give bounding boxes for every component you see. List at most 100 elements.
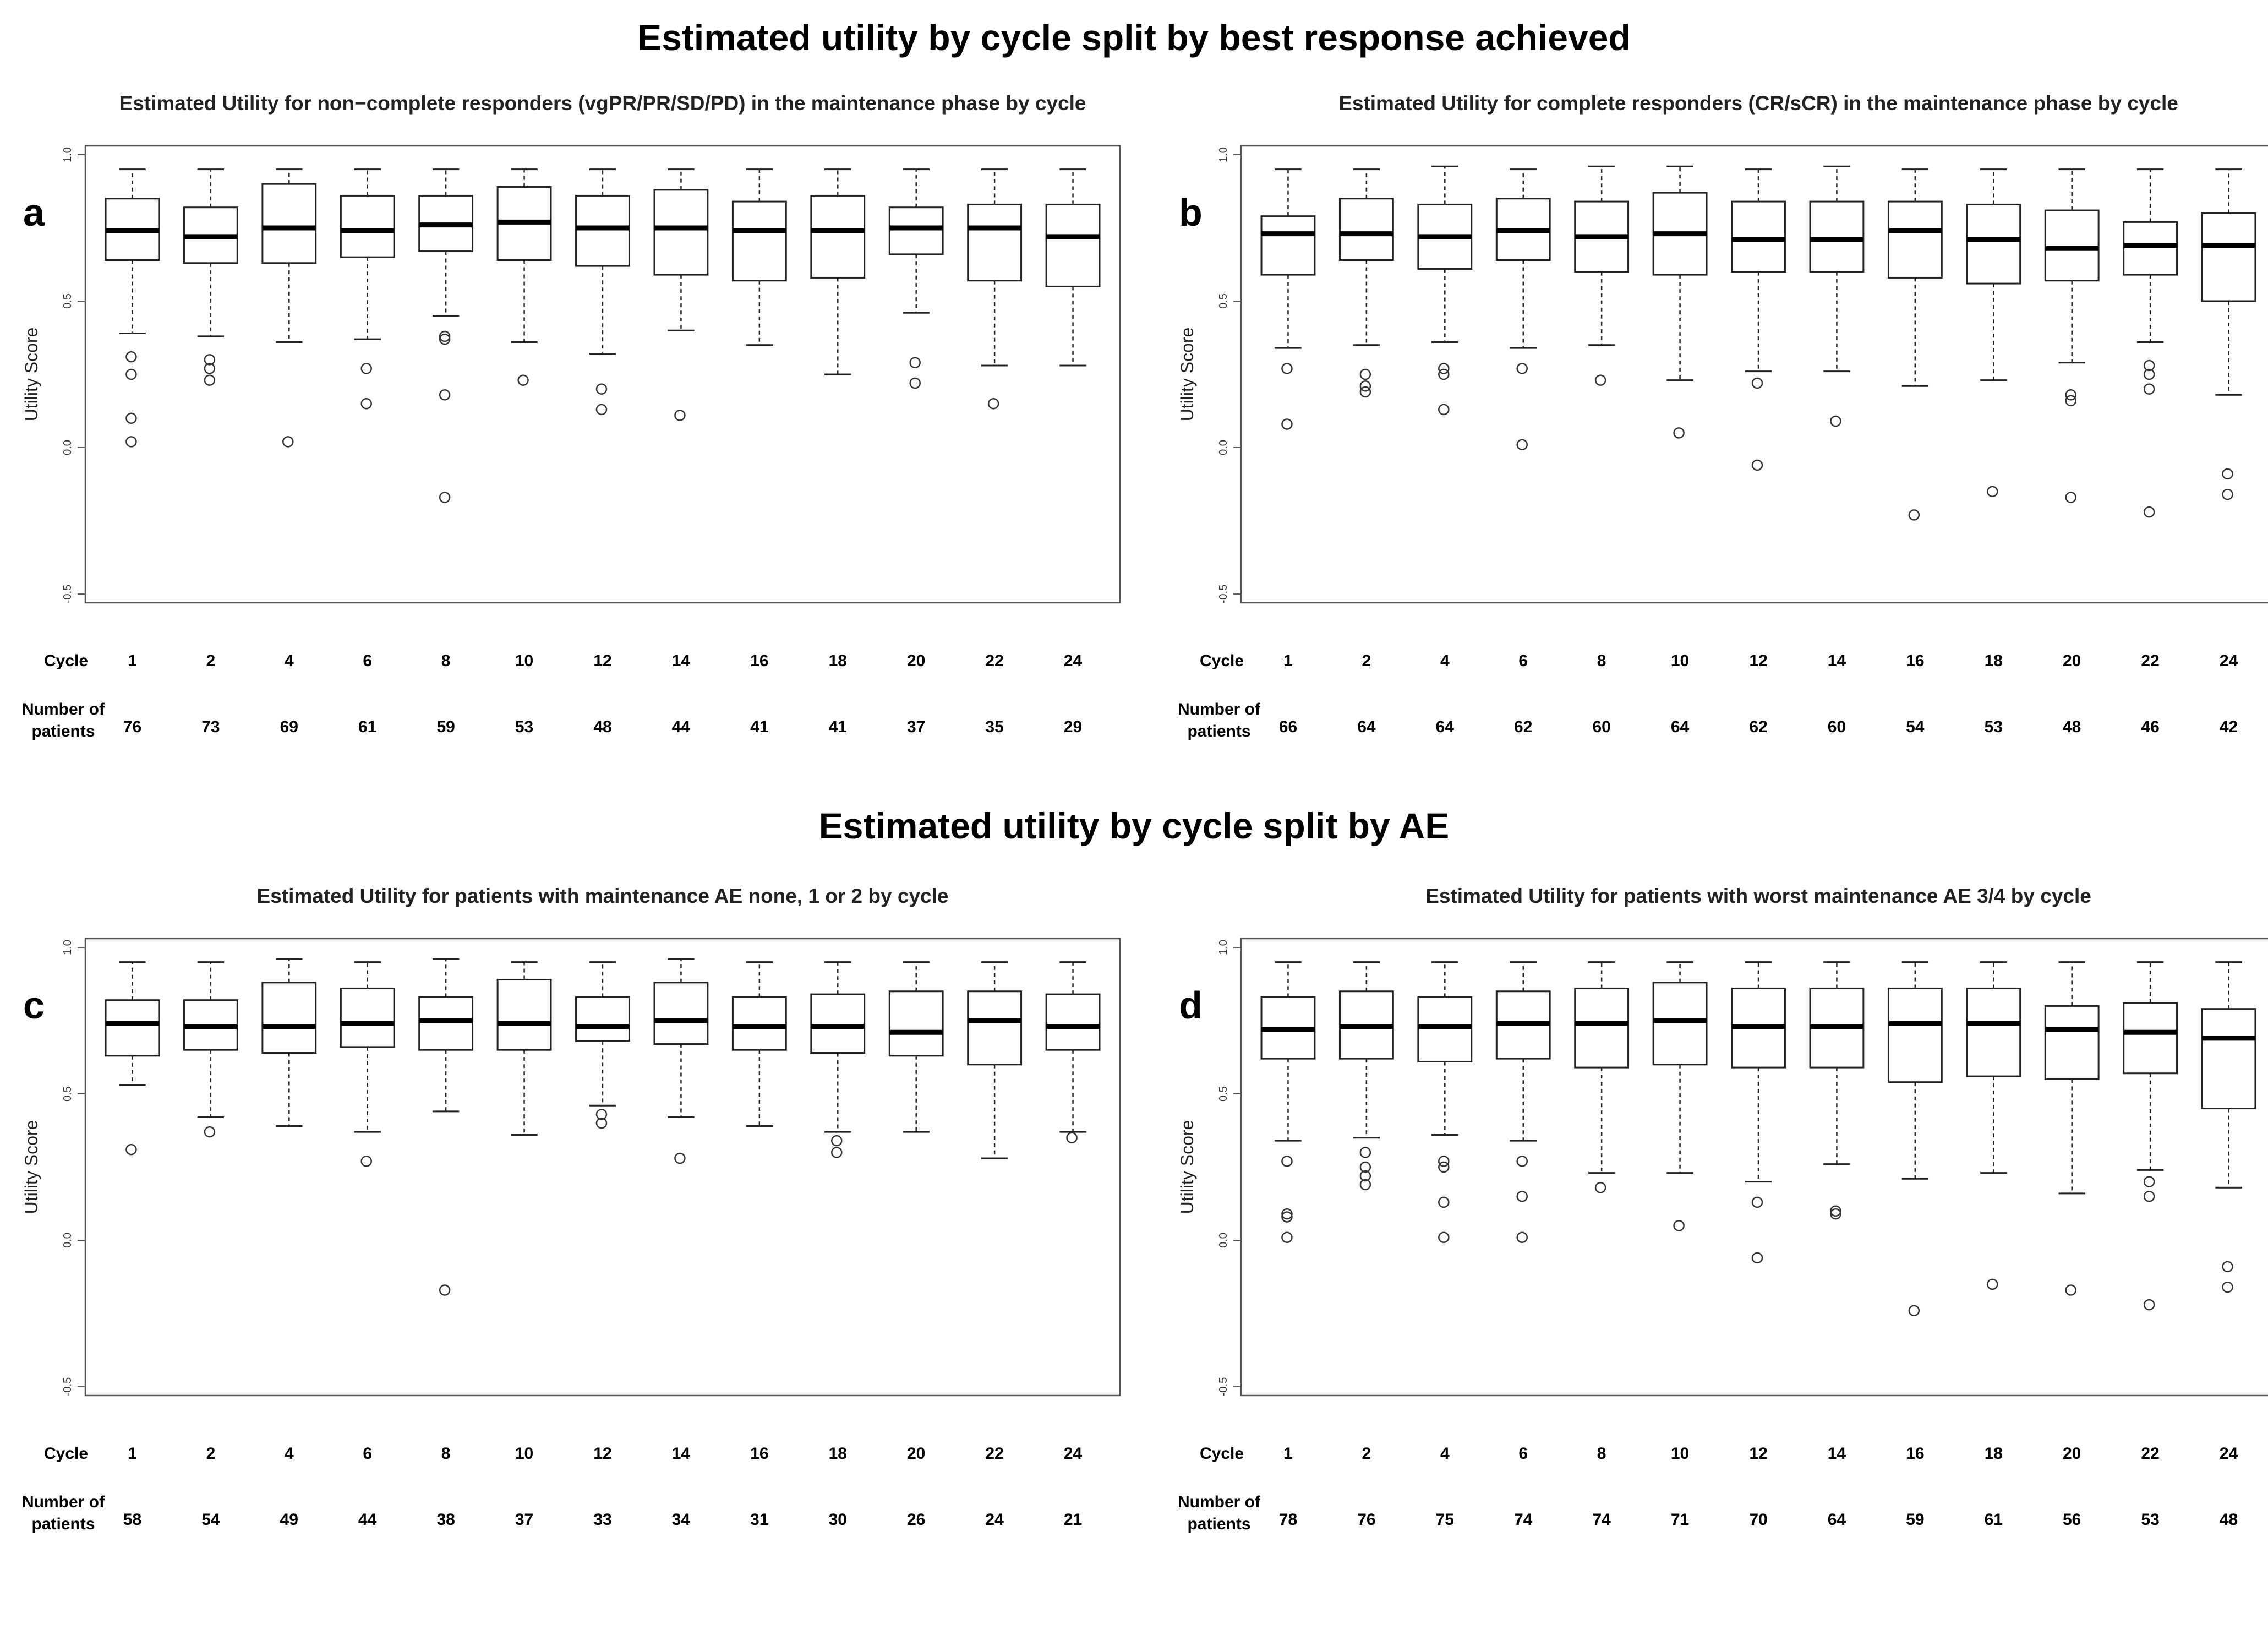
box-iqr — [261, 982, 317, 1054]
y-axis-label: Utility Score — [21, 328, 41, 422]
outlier-point — [439, 333, 451, 345]
outlier-point — [1908, 509, 1920, 521]
patients-row-label-line2: patients — [1187, 1515, 1250, 1533]
outlier-point — [1438, 1196, 1450, 1208]
box-iqr — [1574, 987, 1630, 1069]
outlier-point — [1987, 1278, 1998, 1290]
cycle-tick-label: 24 — [1064, 1445, 1083, 1463]
box-iqr — [2044, 1005, 2100, 1080]
outlier-point — [2143, 383, 2155, 395]
outlier-point — [2143, 506, 2155, 518]
outlier-point — [831, 1147, 843, 1158]
patient-count: 48 — [593, 718, 611, 736]
patient-count: 61 — [358, 718, 376, 736]
patient-count: 26 — [907, 1511, 925, 1529]
cycle-tick-label: 6 — [363, 1445, 372, 1463]
box-iqr — [575, 194, 630, 267]
outlier-point — [2143, 1176, 2155, 1187]
box-iqr — [575, 996, 630, 1042]
cycle-tick-label: 2 — [206, 1445, 216, 1463]
outlier-point — [360, 397, 372, 410]
y-axis-label: Utility Score — [21, 1120, 41, 1214]
y-tick-label: 0.0 — [62, 1233, 74, 1248]
chart-title: Estimated Utility for complete responder… — [1338, 92, 2178, 115]
outlier-point — [1359, 368, 1371, 380]
outlier-point — [1438, 404, 1450, 416]
patient-count: 64 — [1357, 718, 1376, 736]
cycle-tick-label: 18 — [1985, 1445, 2003, 1463]
patient-count: 60 — [1828, 718, 1846, 736]
box-iqr — [2123, 221, 2178, 276]
patient-count: 62 — [1749, 718, 1767, 736]
panel-c: Estimated Utility for patients with main… — [11, 875, 1145, 1635]
cycle-tick-label: 22 — [2141, 1445, 2159, 1463]
plot-frame — [1240, 938, 2268, 1397]
patient-count: 44 — [672, 718, 691, 736]
patients-row-label-line1: Number of — [22, 1493, 105, 1511]
outlier-point — [2222, 1261, 2233, 1273]
outlier-point — [1516, 1156, 1528, 1167]
box-iqr — [105, 999, 160, 1057]
patient-count: 53 — [515, 718, 533, 736]
cycle-tick-label: 22 — [985, 1445, 1003, 1463]
outlier-point — [1438, 1161, 1450, 1173]
y-tick-label: 0.5 — [1217, 1086, 1229, 1102]
outlier-point — [1359, 1170, 1371, 1182]
boxplot-chart-c: Estimated Utility for patients with main… — [21, 885, 1121, 1533]
patients-row-label-line1: Number of — [1178, 1493, 1261, 1511]
cycle-tick-label: 4 — [1440, 1445, 1450, 1463]
cycle-tick-label: 2 — [206, 652, 216, 670]
patients-row-label-line2: patients — [1187, 722, 1250, 740]
box-iqr — [653, 189, 709, 276]
patient-count: 21 — [1064, 1511, 1082, 1529]
patient-count: 30 — [829, 1511, 847, 1529]
outlier-point — [674, 1152, 686, 1164]
outlier-point — [1281, 1231, 1293, 1243]
outlier-point — [1281, 1211, 1293, 1223]
patient-count: 37 — [515, 1511, 533, 1529]
box-iqr — [1260, 215, 1316, 276]
outlier-point — [2143, 368, 2155, 380]
box-iqr — [1731, 200, 1786, 273]
outlier-point — [1281, 418, 1293, 430]
outlier-point — [1438, 363, 1450, 374]
patient-count: 66 — [1279, 718, 1297, 736]
cycle-tick-label: 12 — [1749, 652, 1767, 670]
cycle-tick-label: 6 — [1518, 652, 1528, 670]
patient-count: 49 — [280, 1511, 298, 1529]
box-iqr — [2201, 1008, 2256, 1110]
chart-title: Estimated Utility for patients with wors… — [1425, 885, 2091, 907]
cycle-tick-label: 4 — [1440, 652, 1450, 670]
cycle-tick-label: 14 — [1828, 1445, 1846, 1463]
patient-count: 60 — [1592, 718, 1610, 736]
outlier-point — [1438, 368, 1450, 380]
patient-count: 35 — [985, 718, 1003, 736]
patient-count: 74 — [1592, 1511, 1611, 1529]
box-iqr — [2201, 212, 2256, 302]
box-iqr — [888, 206, 944, 255]
patient-count: 42 — [2220, 718, 2238, 736]
cycle-tick-label: 18 — [829, 652, 847, 670]
box-iqr — [653, 982, 709, 1045]
box-iqr — [731, 200, 787, 282]
panel-a: Estimated Utility for non−complete respo… — [11, 83, 1145, 842]
cycle-tick-label: 12 — [593, 1445, 611, 1463]
box-iqr — [1417, 996, 1473, 1062]
outlier-point — [125, 1143, 137, 1156]
outlier-point — [2065, 395, 2076, 407]
plot-frame — [84, 938, 1121, 1397]
y-tick-label: 1.0 — [62, 147, 74, 162]
patient-count: 33 — [593, 1511, 611, 1529]
outlier-point — [1281, 1208, 1293, 1220]
cycle-tick-label: 22 — [985, 652, 1003, 670]
box-iqr — [1338, 198, 1394, 261]
outlier-point — [1751, 459, 1763, 471]
outlier-point — [2143, 1299, 2155, 1311]
box-iqr — [1809, 200, 1865, 273]
patient-count: 41 — [750, 718, 768, 736]
patient-count: 54 — [1906, 718, 1925, 736]
cycle-tick-label: 10 — [515, 652, 533, 670]
cycle-tick-label: 16 — [750, 652, 768, 670]
panel-letter: c — [23, 984, 45, 1027]
chart-title: Estimated Utility for patients with main… — [257, 885, 949, 907]
